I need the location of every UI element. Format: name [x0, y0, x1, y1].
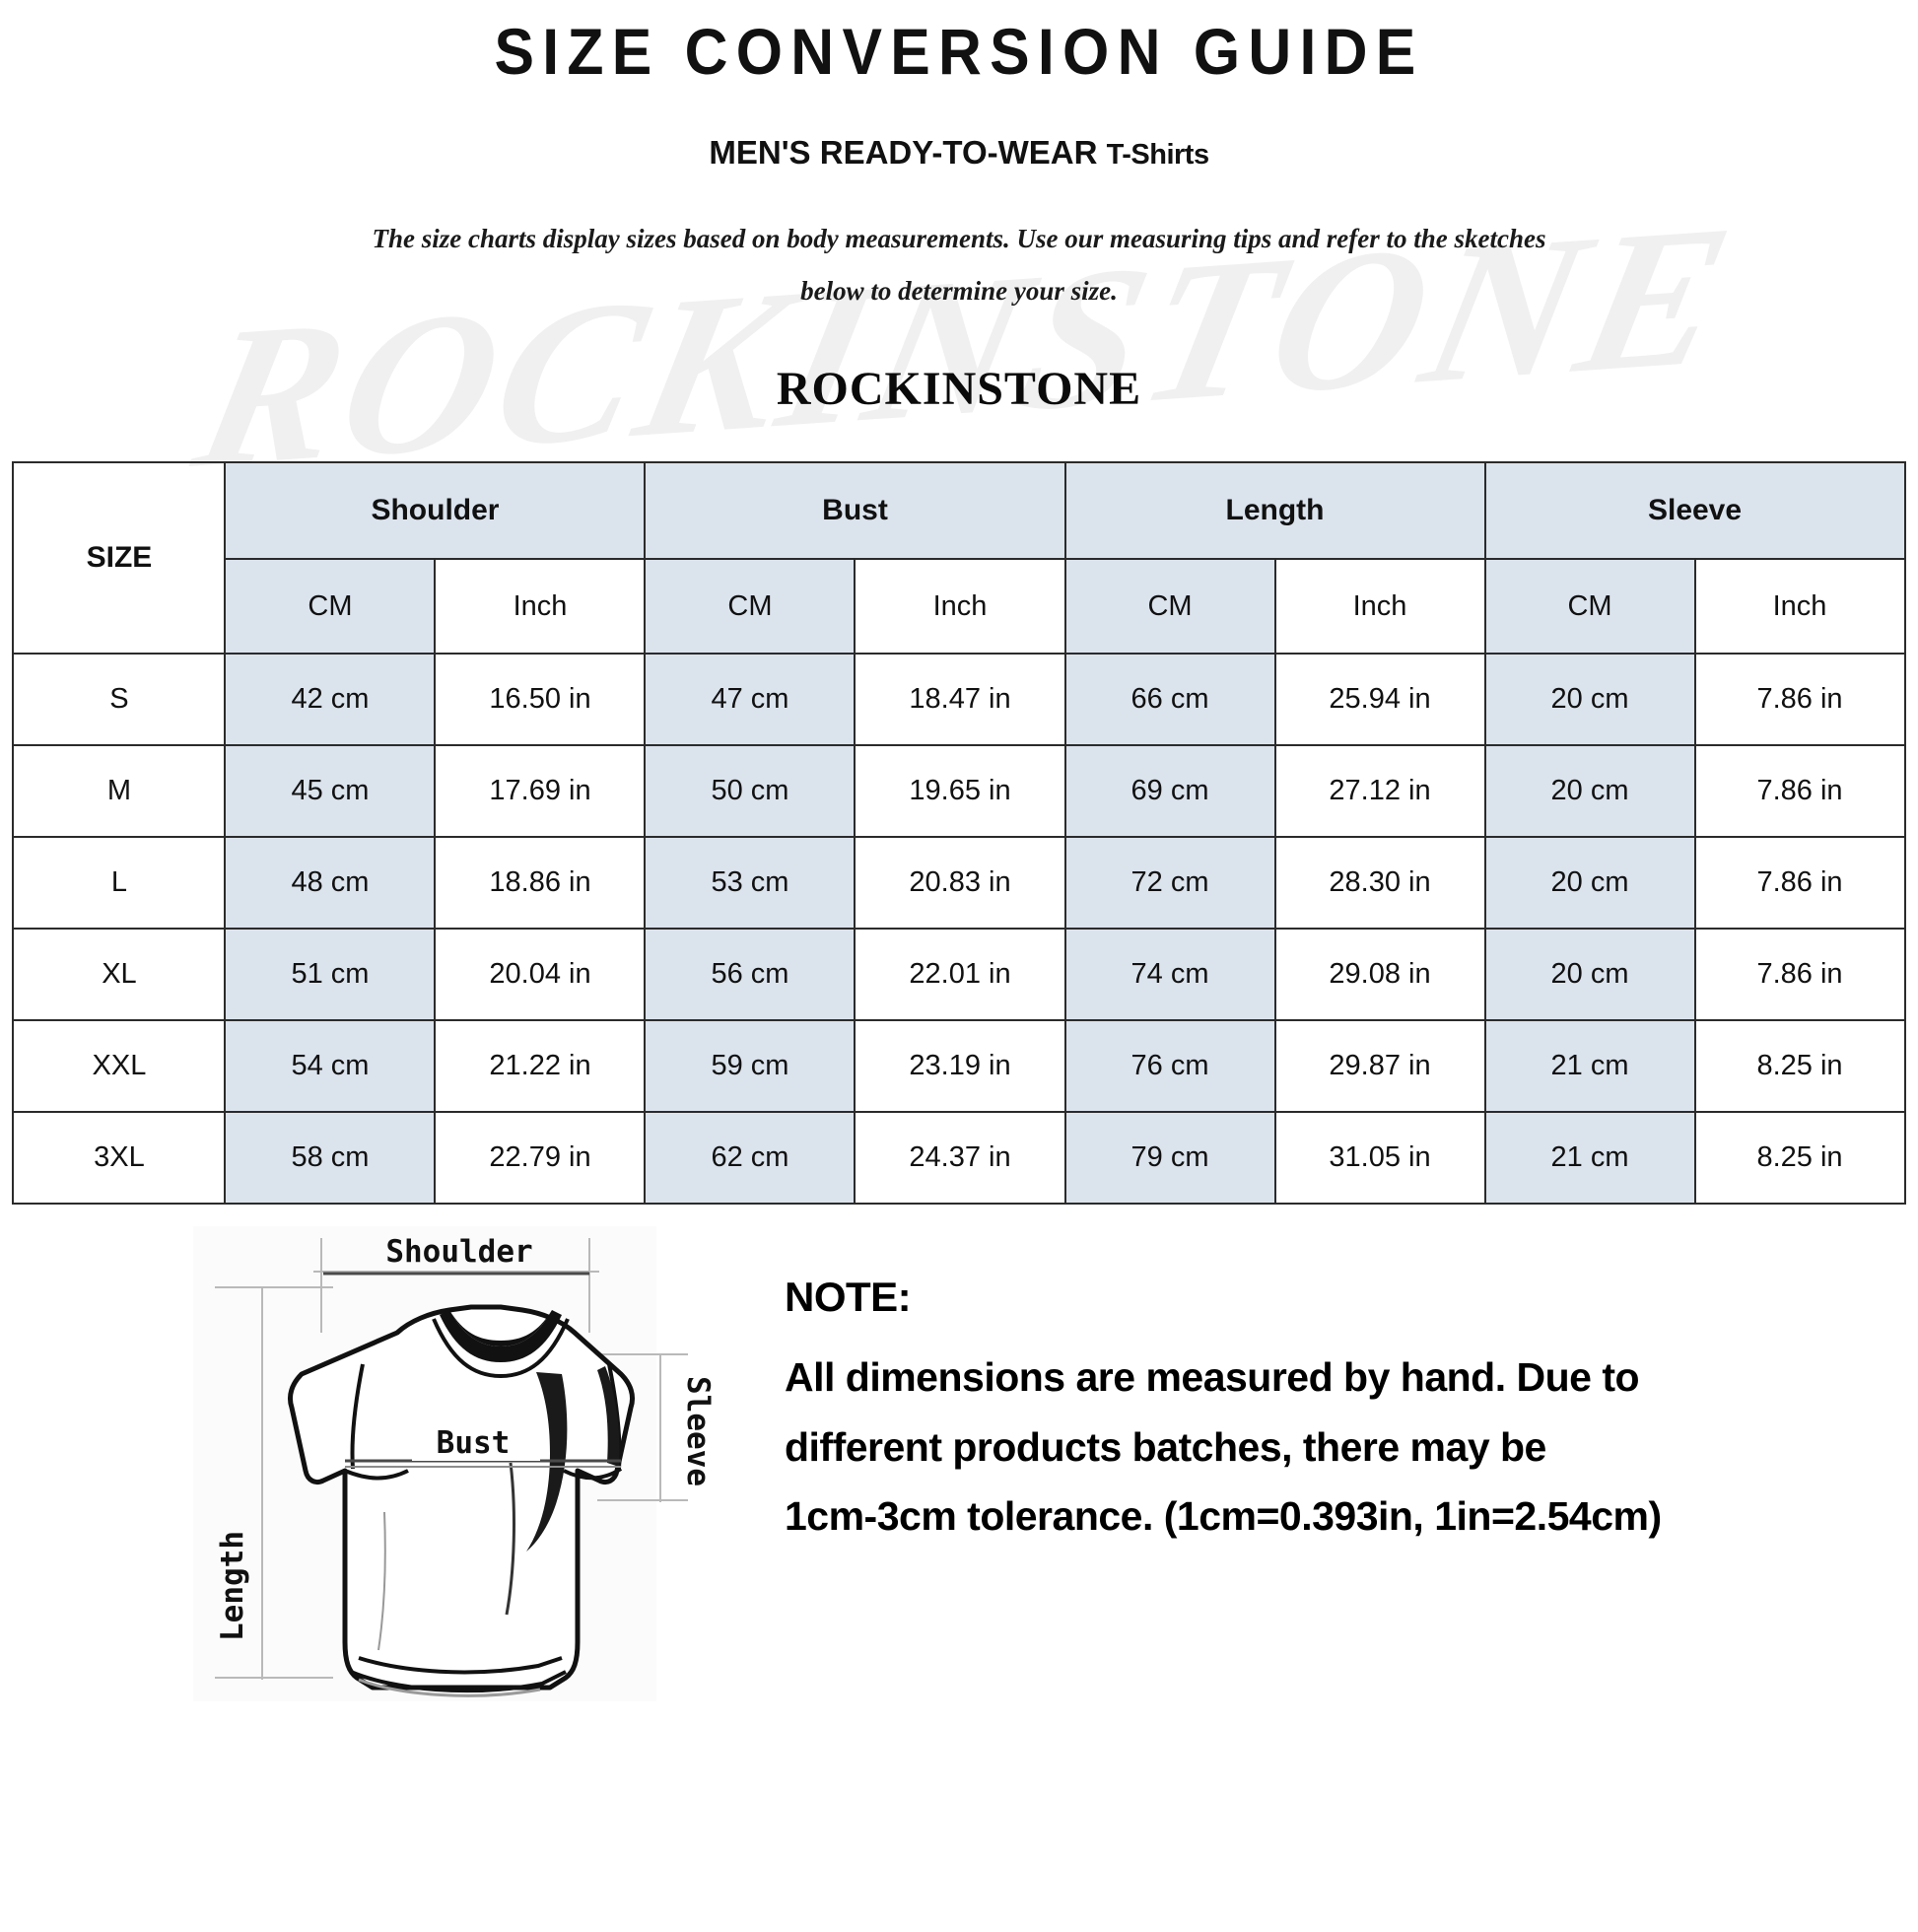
table-row: 3XL 58 cm 22.79 in 62 cm 24.37 in 79 cm 31.05 … [12, 1111, 1906, 1206]
cell-bust-inch: 23.19 in [854, 1019, 1066, 1114]
page-title: SIZE CONVERSION GUIDE [494, 15, 1424, 88]
diagram-label-length: Length [215, 1531, 250, 1641]
cell-sleeve-inch: 7.86 in [1693, 928, 1906, 1022]
cell-sleeve-inch: 8.25 in [1693, 1111, 1906, 1206]
note-heading: NOTE: [785, 1274, 912, 1321]
unit-bust-cm: CM [644, 558, 856, 656]
note-line-2: different products batches, there may be [785, 1423, 1546, 1470]
cell-length-inch: 29.08 in [1273, 928, 1486, 1022]
row-size-label: 3XL [12, 1111, 227, 1206]
cell-sleeve-cm: 21 cm [1483, 1111, 1696, 1206]
table-row: XL 51 cm 20.04 in 56 cm 22.01 in 74 cm 29.08 i… [12, 928, 1906, 1022]
diagram-label-sleeve: Sleeve [680, 1376, 716, 1486]
cell-length-inch: 29.87 in [1273, 1019, 1486, 1114]
tshirt-measurement-diagram: Shoulder Bust Length Sleeve [175, 1216, 747, 1709]
cell-bust-inch: 20.83 in [854, 836, 1066, 931]
cell-length-inch: 31.05 in [1273, 1111, 1486, 1206]
unit-sleeve-cm: CM [1483, 558, 1696, 656]
note-line-1: All dimensions are measured by hand. Due… [785, 1354, 1640, 1401]
cell-sleeve-cm: 20 cm [1483, 928, 1696, 1022]
table-row: S 42 cm 16.50 in 47 cm 18.47 in 66 cm 25.94 in… [12, 653, 1906, 747]
unit-length-inch: Inch [1273, 558, 1486, 656]
subtitle-main: MEN'S READY-TO-WEAR [709, 134, 1098, 171]
cell-length-cm: 76 cm [1063, 1019, 1276, 1114]
intro-text: The size charts display sizes based on b… [299, 213, 1619, 316]
cell-shoulder-cm: 54 cm [224, 1019, 437, 1114]
cell-bust-cm: 50 cm [644, 744, 856, 839]
cell-bust-cm: 56 cm [644, 928, 856, 1022]
note-text: All dimensions are measured by hand. Due… [785, 1343, 1898, 1552]
cell-shoulder-inch: 20.04 in [434, 928, 647, 1022]
cell-shoulder-inch: 17.69 in [434, 744, 647, 839]
cell-bust-cm: 53 cm [644, 836, 856, 931]
cell-sleeve-cm: 21 cm [1483, 1019, 1696, 1114]
cell-length-cm: 74 cm [1063, 928, 1276, 1022]
row-size-label: L [12, 836, 227, 931]
unit-bust-inch: Inch [854, 558, 1066, 656]
cell-length-cm: 79 cm [1063, 1111, 1276, 1206]
bottom-section: Shoulder Bust Length Sleeve NOTE: All di… [0, 1216, 1918, 1709]
column-header-size: SIZE [12, 461, 227, 656]
cell-shoulder-cm: 51 cm [224, 928, 437, 1022]
column-header-sleeve: Sleeve [1483, 461, 1906, 561]
table-row: XXL 54 cm 21.22 in 59 cm 23.19 in 76 cm 29.87 … [12, 1019, 1906, 1114]
cell-sleeve-inch: 8.25 in [1693, 1019, 1906, 1114]
row-size-label: M [12, 744, 227, 839]
cell-shoulder-inch: 18.86 in [434, 836, 647, 931]
cell-sleeve-cm: 20 cm [1483, 653, 1696, 747]
diagram-label-shoulder: Shoulder [385, 1234, 532, 1270]
cell-shoulder-cm: 42 cm [224, 653, 437, 747]
unit-length-cm: CM [1063, 558, 1276, 656]
unit-shoulder-cm: CM [224, 558, 437, 656]
cell-length-cm: 69 cm [1063, 744, 1276, 839]
page-subtitle: MEN'S READY-TO-WEAR T-Shirts [0, 134, 1918, 172]
column-header-length: Length [1063, 461, 1486, 561]
intro-line-2: below to determine your size. [800, 275, 1118, 306]
row-size-label: S [12, 653, 227, 747]
row-size-label: XXL [12, 1019, 227, 1114]
size-guide-page: SIZE CONVERSION GUIDE MEN'S READY-TO-WEA… [0, 14, 1918, 1709]
note-block: NOTE: All dimensions are measured by han… [785, 1274, 1898, 1552]
cell-bust-inch: 19.65 in [854, 744, 1066, 839]
table-group-header-row: SIZE Shoulder Bust Length Sleeve [12, 461, 1906, 656]
column-header-bust: Bust [644, 461, 1066, 561]
cell-bust-cm: 62 cm [644, 1111, 856, 1206]
table-row: M 45 cm 17.69 in 50 cm 19.65 in 69 cm 27.12 in… [12, 744, 1906, 839]
cell-length-inch: 28.30 in [1273, 836, 1486, 931]
cell-shoulder-cm: 48 cm [224, 836, 437, 931]
unit-sleeve-inch: Inch [1693, 558, 1906, 656]
row-size-label: XL [12, 928, 227, 1022]
cell-sleeve-inch: 7.86 in [1693, 744, 1906, 839]
table-body: S 42 cm 16.50 in 47 cm 18.47 in 66 cm 25.94 in… [12, 653, 1906, 1206]
cell-sleeve-cm: 20 cm [1483, 836, 1696, 931]
cell-length-inch: 27.12 in [1273, 744, 1486, 839]
cell-sleeve-cm: 20 cm [1483, 744, 1696, 839]
cell-shoulder-cm: 58 cm [224, 1111, 437, 1206]
cell-bust-inch: 22.01 in [854, 928, 1066, 1022]
table-unit-row: CM Inch CM Inch CM Inch CM Inch [13, 558, 1906, 656]
cell-sleeve-inch: 7.86 in [1693, 653, 1906, 747]
cell-length-inch: 25.94 in [1273, 653, 1486, 747]
cell-shoulder-inch: 16.50 in [434, 653, 647, 747]
cell-length-cm: 66 cm [1063, 653, 1276, 747]
diagram-label-bust: Bust [437, 1425, 511, 1461]
cell-shoulder-cm: 45 cm [224, 744, 437, 839]
cell-length-cm: 72 cm [1063, 836, 1276, 931]
unit-shoulder-inch: Inch [434, 558, 647, 656]
subtitle-category: T-Shirts [1106, 139, 1209, 171]
table-row: L 48 cm 18.86 in 53 cm 20.83 in 72 cm 28.30 in… [12, 836, 1906, 931]
cell-bust-cm: 47 cm [644, 653, 856, 747]
cell-sleeve-inch: 7.86 in [1693, 836, 1906, 931]
size-conversion-table: SIZE Shoulder Bust Length Sleeve CM Inch… [12, 461, 1906, 1206]
intro-line-1: The size charts display sizes based on b… [372, 224, 1546, 253]
brand-name: ROCKINSTONE [776, 363, 1142, 416]
cell-bust-cm: 59 cm [644, 1019, 856, 1114]
cell-shoulder-inch: 22.79 in [434, 1111, 647, 1206]
cell-shoulder-inch: 21.22 in [434, 1019, 647, 1114]
column-header-shoulder: Shoulder [224, 461, 647, 561]
note-line-3: 1cm-3cm tolerance. (1cm=0.393in, 1in=2.5… [785, 1493, 1662, 1540]
cell-bust-inch: 18.47 in [854, 653, 1066, 747]
cell-bust-inch: 24.37 in [854, 1111, 1066, 1206]
